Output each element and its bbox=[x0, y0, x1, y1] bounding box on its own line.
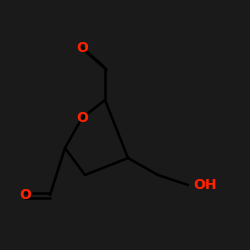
Text: O: O bbox=[19, 188, 31, 202]
Text: OH: OH bbox=[193, 178, 216, 192]
Text: O: O bbox=[76, 111, 88, 125]
Text: O: O bbox=[76, 41, 88, 55]
